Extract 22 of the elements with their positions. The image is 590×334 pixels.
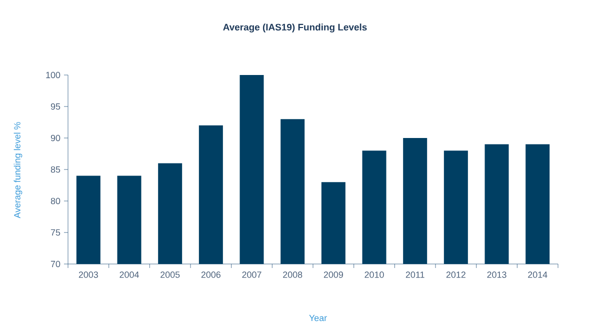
x-tick-label: 2006: [201, 272, 220, 278]
y-tick-label: 95: [50, 103, 60, 110]
x-tick-label: 2007: [242, 272, 262, 278]
x-tick-label: 2005: [160, 272, 180, 278]
x-axis-title: Year: [309, 314, 327, 322]
y-tick-label: 75: [50, 229, 60, 236]
y-tick-label: 70: [50, 260, 60, 268]
y-axis-title: Average funding level %: [14, 122, 22, 218]
x-tick-label: 2003: [78, 272, 98, 278]
y-tick-label: 80: [50, 198, 60, 204]
x-tick-label: 2010: [364, 272, 384, 278]
x-tick-label: 2004: [120, 272, 139, 278]
y-tick-label: 85: [50, 166, 60, 173]
chart-title: Average (IAS19) Funding Levels: [223, 24, 367, 32]
x-tick-label: 2009: [324, 272, 343, 278]
x-tick-label: 2008: [283, 272, 302, 278]
x-tick-label: 2014: [528, 272, 548, 278]
x-tick-label: 2013: [487, 272, 506, 278]
y-tick-label: 90: [50, 134, 60, 142]
x-tick-label: 2012: [446, 272, 466, 278]
y-tick-label: 100: [46, 72, 60, 78]
x-tick-label: 2011: [406, 272, 424, 278]
